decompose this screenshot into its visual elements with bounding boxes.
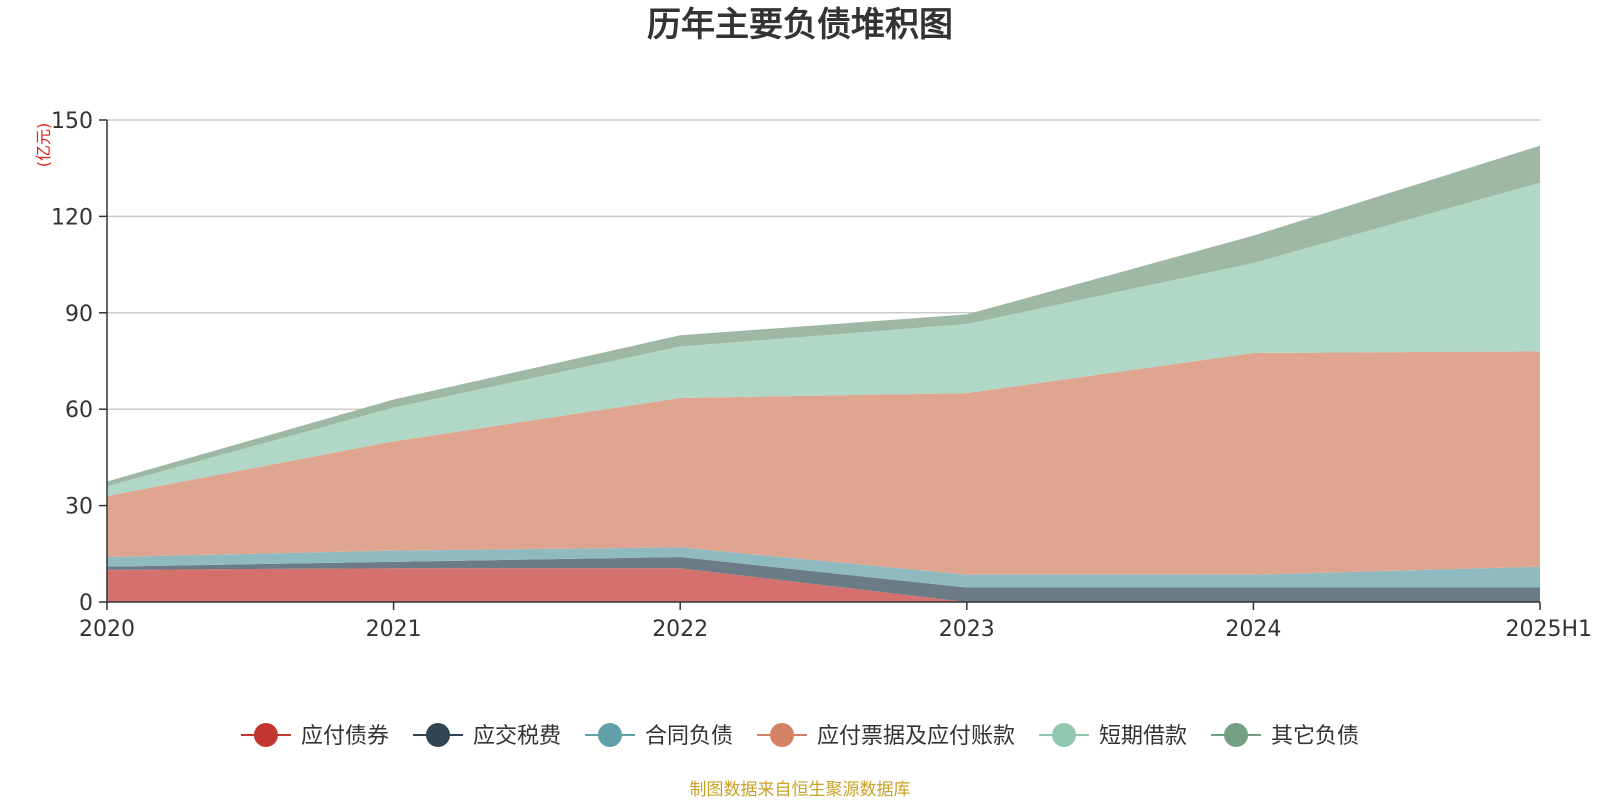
legend-circle-marker bbox=[770, 723, 794, 747]
legend-label: 应付票据及应付账款 bbox=[817, 724, 1015, 749]
legend: 应付债券 应交税费 合同负债 应付票据及应付账款 短期借款 其它负债 bbox=[240, 723, 1359, 749]
x-tick-label: 2020 bbox=[79, 617, 135, 642]
x-tick-label: 2021 bbox=[366, 617, 422, 642]
area-series-4 bbox=[107, 351, 1540, 575]
legend-label: 应交税费 bbox=[473, 724, 561, 749]
area-series-5 bbox=[107, 182, 1540, 496]
legend-circle-marker bbox=[597, 723, 622, 747]
x-tick-label: 2024 bbox=[1225, 617, 1281, 642]
area-series-3 bbox=[107, 547, 1540, 588]
legend-label: 应付债券 bbox=[301, 724, 389, 749]
x-tick-label: 2023 bbox=[939, 617, 995, 642]
legend-label: 短期借款 bbox=[1099, 724, 1187, 749]
y-axis-unit-label: (亿元) bbox=[34, 123, 53, 168]
legend-circle-marker bbox=[425, 723, 450, 747]
chart-title: 历年主要负债堆积图 bbox=[647, 5, 953, 45]
legend-item[interactable]: 其它负债 bbox=[1211, 723, 1359, 749]
y-tick-label: 30 bbox=[65, 495, 93, 520]
y-tick-label: 60 bbox=[65, 398, 93, 423]
legend-label: 其它负债 bbox=[1271, 724, 1359, 749]
y-tick-label: 0 bbox=[79, 591, 93, 616]
y-tick-label: 120 bbox=[51, 205, 93, 230]
x-tick-label: 2025H1 bbox=[1505, 617, 1592, 642]
area-series-2 bbox=[107, 557, 1540, 602]
axes: 0 30 60 90 120 150 2020 2021 2022 2023 2024 2025H1 bbox=[51, 109, 1592, 642]
legend-item[interactable]: 合同负债 bbox=[584, 723, 733, 749]
y-tick-label: 90 bbox=[65, 302, 93, 327]
legend-circle-marker bbox=[253, 723, 278, 747]
legend-item[interactable]: 应付债券 bbox=[240, 723, 389, 749]
legend-circle-marker bbox=[1224, 723, 1249, 747]
x-tick-label: 2022 bbox=[652, 617, 708, 642]
source-note: 制图数据来自恒生聚源数据库 bbox=[690, 780, 911, 800]
legend-label: 合同负债 bbox=[645, 724, 733, 749]
legend-circle-marker bbox=[1052, 723, 1077, 747]
legend-item[interactable]: 应交税费 bbox=[412, 723, 561, 749]
y-tick-label: 150 bbox=[51, 109, 93, 134]
area-series bbox=[107, 145, 1540, 602]
legend-item[interactable]: 短期借款 bbox=[1039, 723, 1187, 749]
legend-item[interactable]: 应付票据及应付账款 bbox=[757, 723, 1015, 749]
